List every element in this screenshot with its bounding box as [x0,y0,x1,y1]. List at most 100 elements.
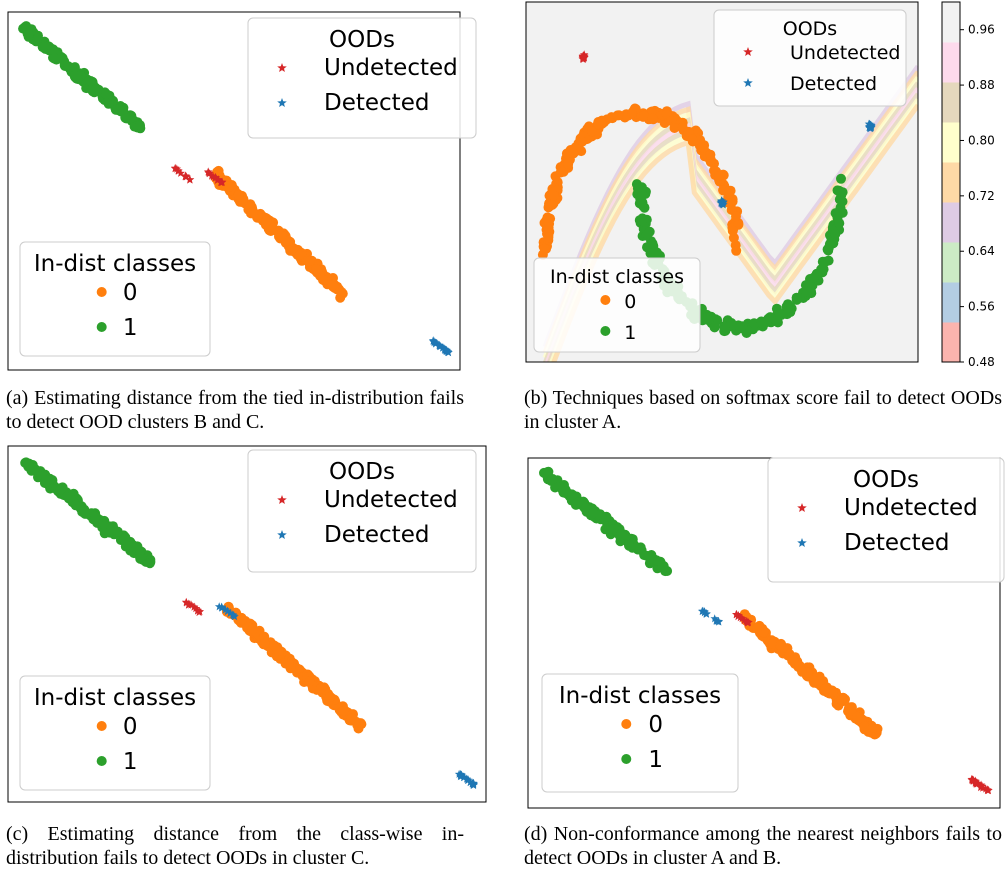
ood-point [732,610,741,619]
data-point [72,74,83,84]
ood-point [443,347,453,356]
ood-point [468,778,478,787]
data-point [555,167,566,178]
data-point [135,120,145,131]
colorbar-tick-label: 0.56 [968,300,995,314]
data-point [775,640,786,651]
ood-point [216,178,226,187]
colorbar-band [942,162,960,203]
data-point [237,614,247,625]
ood-point [984,786,993,795]
data-point [836,694,847,705]
data-point [276,230,287,241]
ood-point [210,173,220,182]
data-point [543,232,554,243]
colorbar-tick-label: 0.80 [968,133,995,147]
undetected-star-icon [797,503,807,512]
ood-point [739,616,749,625]
ood-point [217,603,227,612]
data-point [311,264,322,275]
data-point [669,123,680,133]
data-point [836,173,846,184]
class1-dot-icon [600,326,611,336]
ood-point [429,336,438,345]
cluster-c [864,119,876,133]
indist-legend: In-dist classes 0 1 [541,673,739,793]
colorbar-band [942,82,960,123]
ood-point [184,599,194,608]
data-point [687,134,698,145]
ood-point [207,171,216,180]
class1-dot-icon [96,322,107,332]
cluster-class0 [739,609,883,740]
detected-label: Detected [790,73,877,95]
detected-label: Detected [324,522,429,548]
data-point [294,250,305,260]
data-point [547,474,558,484]
detected-star-icon [743,78,753,87]
data-point [274,646,284,656]
undetected-star-icon [277,495,287,504]
class0-label: 0 [624,291,636,313]
data-point [132,541,143,552]
class1-label: 1 [648,747,663,773]
cluster-class1 [18,21,146,134]
plot-frame [525,1,919,363]
ood-point [710,614,719,623]
class0-dot-icon [96,287,107,297]
ood-point [223,606,232,615]
data-point [661,109,672,119]
data-point [638,201,649,211]
data-point [562,148,573,159]
data-point [837,187,848,198]
data-point [38,42,49,52]
data-point [771,316,782,327]
undetected-label: Undetected [324,487,458,513]
data-point [637,215,647,226]
data-point [112,526,123,537]
detected-star-icon [277,98,287,107]
ood-point [702,609,711,618]
data-point [820,256,831,267]
ood-point [185,175,195,184]
detected-label: Detected [844,530,949,556]
data-point [638,110,649,121]
colorbar-tick-label: 0.64 [968,244,995,258]
data-point [55,485,66,495]
data-point [577,136,588,147]
cluster-b [203,167,227,187]
data-point [824,239,835,249]
data-point [284,659,294,670]
panel-c: OODs Undetected Detected In-dist classes 0 1 [0,440,500,810]
undetected-star-icon [277,63,287,72]
ood-legend-box [247,449,477,573]
data-point [726,318,737,328]
data-point [827,687,838,698]
ood-point [229,611,238,620]
data-point [346,713,357,724]
class0-label: 0 [123,714,138,740]
colorbar-band [942,202,960,243]
data-point [868,722,879,733]
data-point [268,223,279,234]
data-point [752,623,763,634]
indist-legend-box [541,673,739,793]
data-point [318,274,328,285]
caption-c: (c) Estimating distance from the class-w… [6,823,464,869]
scatter-marks [539,466,993,795]
data-point [624,540,634,551]
caption-b: (b) Techniques based on softmax score fa… [524,387,1002,433]
ood-point [191,604,201,613]
cluster-class1 [20,457,156,569]
data-point [651,555,662,566]
ood-point [971,777,980,787]
data-point [65,492,76,503]
data-point [327,280,338,291]
data-point [837,207,848,218]
